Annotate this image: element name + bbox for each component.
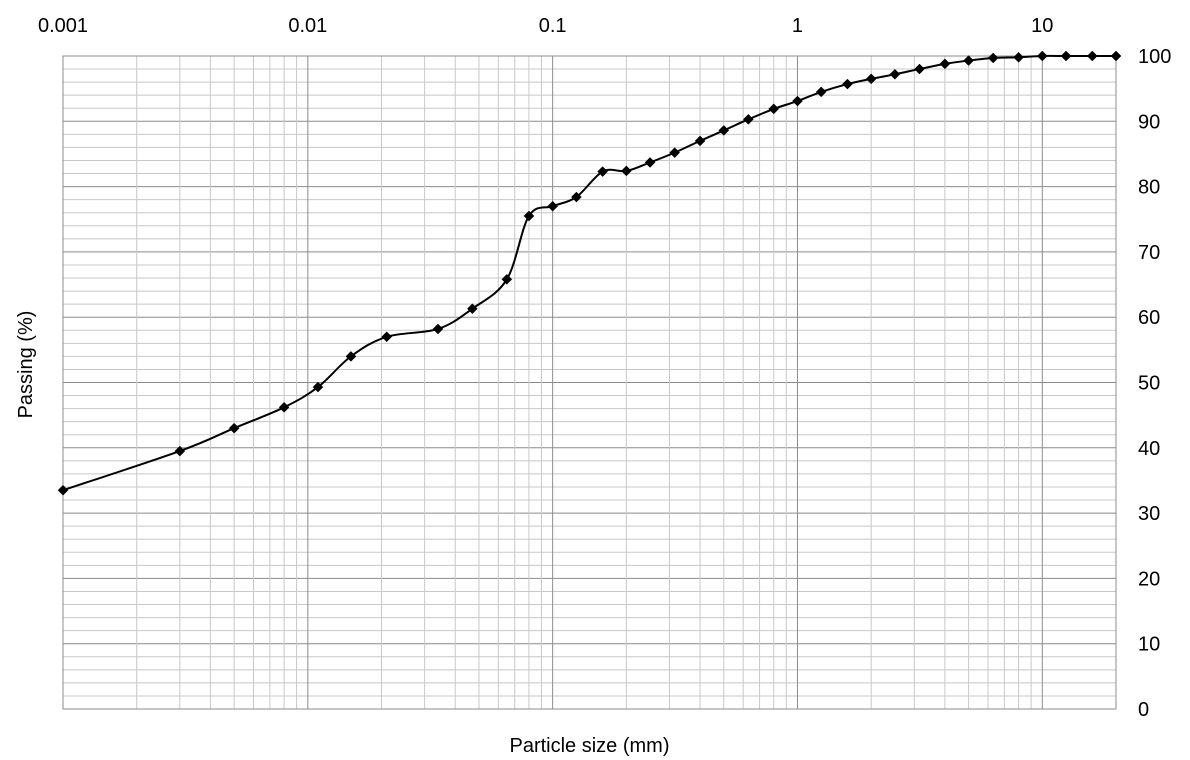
data-point-marker (57, 484, 69, 496)
y-tick-label: 60 (1138, 307, 1160, 329)
data-point-marker (1013, 51, 1024, 63)
x-tick-labels: 0.001 0.01 0.1 1 10 (38, 15, 1053, 37)
data-point-marker (1086, 50, 1098, 62)
data-point-marker (501, 273, 513, 285)
y-tick-label: 20 (1138, 568, 1160, 590)
data-point-marker (865, 73, 877, 85)
data-point-marker (381, 331, 393, 343)
y-tick-label: 0 (1138, 699, 1149, 721)
y-tick-label: 100 (1138, 46, 1171, 68)
data-point-marker (694, 135, 706, 147)
data-point-marker (278, 401, 290, 413)
x-tick-label: 1 (792, 15, 803, 37)
data-point-marker (620, 165, 632, 177)
plot-frame (62, 55, 1117, 710)
data-point-marker (768, 103, 780, 115)
y-tick-label: 50 (1138, 373, 1160, 395)
data-point-marker (432, 323, 444, 335)
data-point-marker (987, 52, 999, 64)
data-point-marker (228, 422, 240, 434)
y-tick-labels: 0 10 20 30 40 50 60 70 80 90 100 (1138, 46, 1171, 721)
data-point-marker (312, 381, 324, 393)
x-tick-label: 10 (1031, 15, 1053, 37)
data-point-marker (523, 210, 535, 222)
data-point-marker (889, 68, 901, 80)
y-tick-label: 10 (1138, 634, 1160, 656)
data-point-marker (792, 95, 803, 107)
data-point-marker (597, 166, 608, 177)
data-point-marker (939, 58, 951, 70)
data-point-marker (547, 200, 559, 212)
data-point-marker (467, 303, 478, 315)
y-tick-label: 30 (1138, 503, 1160, 525)
data-point-marker (742, 113, 754, 125)
y-axis-title: Passing (%) (15, 311, 37, 419)
data-point-marker (174, 445, 186, 457)
y-tick-label: 90 (1138, 111, 1160, 133)
y-tick-label: 70 (1138, 242, 1160, 264)
data-point-marker (669, 147, 681, 158)
data-point-marker (815, 86, 827, 98)
data-point-marker (1060, 50, 1072, 62)
y-tick-label: 80 (1138, 177, 1160, 199)
data-point-marker (345, 351, 357, 362)
y-tick-label: 40 (1138, 438, 1160, 460)
data-point-marker (963, 55, 974, 66)
x-tick-label: 0.001 (38, 15, 88, 37)
data-point-marker (571, 191, 582, 203)
data-point-marker (914, 63, 925, 75)
x-tick-label: 0.1 (539, 15, 567, 37)
data-point-marker (644, 157, 656, 168)
data-point-marker (842, 78, 853, 90)
data-point-marker (1036, 50, 1048, 62)
x-tick-label: 0.01 (288, 15, 327, 37)
data-point-marker (718, 125, 730, 136)
x-axis-title: Particle size (mm) (509, 735, 669, 757)
series (57, 50, 1122, 496)
grid (62, 55, 1117, 710)
data-point-marker (1110, 50, 1122, 62)
